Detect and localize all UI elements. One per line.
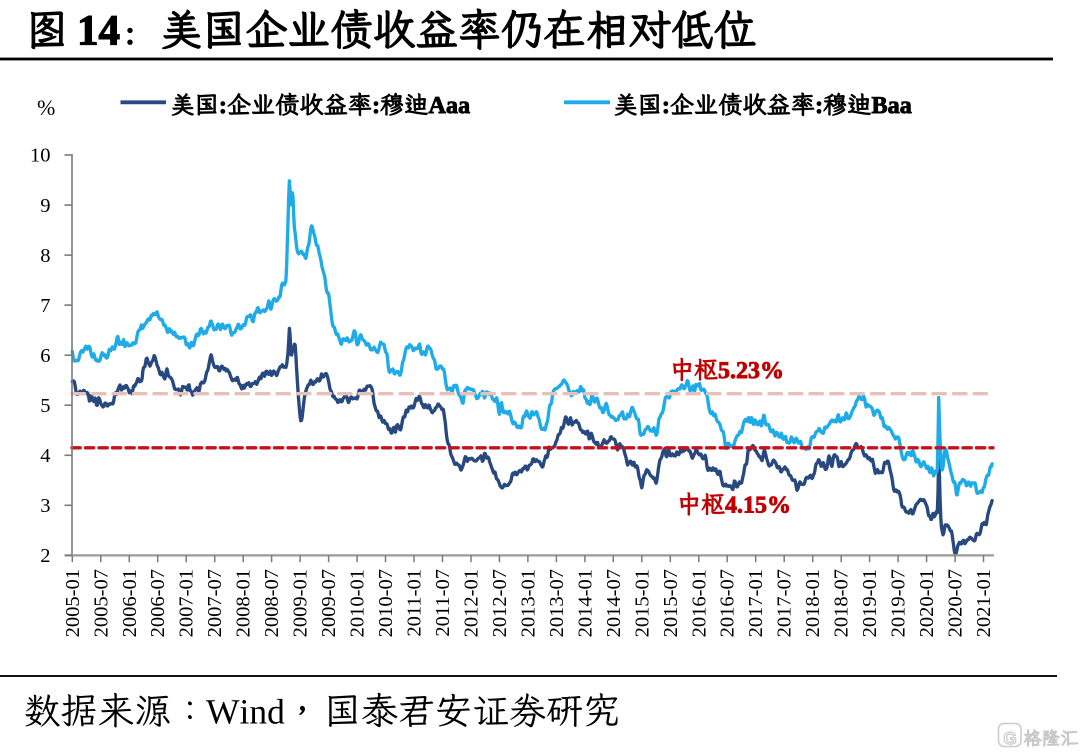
svg-text:2005-07: 2005-07 xyxy=(90,569,112,637)
svg-text:2014-01: 2014-01 xyxy=(574,569,596,637)
svg-text:2012-01: 2012-01 xyxy=(461,569,483,637)
svg-text:2018-07: 2018-07 xyxy=(831,569,853,637)
svg-text:2014-07: 2014-07 xyxy=(603,569,625,637)
svg-text:2015-01: 2015-01 xyxy=(631,569,653,637)
svg-text:2007-01: 2007-01 xyxy=(176,569,198,637)
svg-text:2016-01: 2016-01 xyxy=(688,569,710,637)
svg-text:5: 5 xyxy=(40,395,50,417)
svg-text:7: 7 xyxy=(40,295,50,317)
svg-text:2019-01: 2019-01 xyxy=(859,569,881,637)
svg-text:2015-07: 2015-07 xyxy=(660,569,682,637)
svg-text:2020-07: 2020-07 xyxy=(945,569,967,637)
svg-text:2016-07: 2016-07 xyxy=(717,569,739,637)
svg-text:2006-01: 2006-01 xyxy=(119,569,141,637)
svg-text:2008-07: 2008-07 xyxy=(261,569,283,637)
svg-text:2005-01: 2005-01 xyxy=(62,569,84,637)
svg-text:2011-07: 2011-07 xyxy=(432,569,454,637)
svg-text:2007-07: 2007-07 xyxy=(204,569,226,637)
svg-text:4: 4 xyxy=(40,445,50,467)
svg-text:2013-07: 2013-07 xyxy=(546,569,568,637)
svg-text:%: % xyxy=(37,95,55,120)
svg-text:6: 6 xyxy=(40,345,50,367)
svg-text:2018-01: 2018-01 xyxy=(802,569,824,637)
svg-text:2010-07: 2010-07 xyxy=(375,569,397,637)
svg-text:8: 8 xyxy=(40,245,50,267)
svg-text:2012-07: 2012-07 xyxy=(489,569,511,637)
svg-text:2021-01: 2021-01 xyxy=(973,569,995,637)
svg-text:2020-01: 2020-01 xyxy=(916,569,938,637)
svg-text:2008-01: 2008-01 xyxy=(233,569,255,637)
svg-text:2017-07: 2017-07 xyxy=(774,569,796,637)
svg-text:10: 10 xyxy=(30,145,51,167)
svg-text:2019-07: 2019-07 xyxy=(888,569,910,637)
svg-text:2: 2 xyxy=(40,545,50,567)
svg-text:2017-01: 2017-01 xyxy=(745,569,767,637)
svg-text:2009-01: 2009-01 xyxy=(290,569,312,637)
svg-text:2009-07: 2009-07 xyxy=(318,569,340,637)
svg-text:2011-01: 2011-01 xyxy=(404,569,426,637)
svg-text:2013-01: 2013-01 xyxy=(517,569,539,637)
svg-text:2010-01: 2010-01 xyxy=(347,569,369,637)
svg-text:2006-07: 2006-07 xyxy=(147,569,169,637)
svg-text:3: 3 xyxy=(40,495,50,517)
svg-text:9: 9 xyxy=(40,195,50,217)
